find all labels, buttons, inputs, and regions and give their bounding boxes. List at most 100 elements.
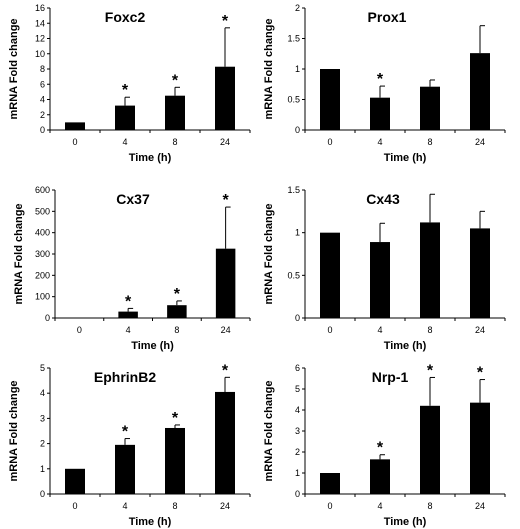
y-tick-label: 300: [35, 249, 50, 259]
bar: [65, 468, 85, 494]
significance-star: *: [122, 82, 129, 99]
x-tick-label: 24: [475, 137, 485, 147]
chart-title: Nrp-1: [372, 369, 409, 385]
y-tick-label: 1.5: [287, 185, 300, 195]
y-tick-label: 2: [295, 3, 300, 13]
x-tick-label: 8: [427, 137, 432, 147]
chart-panel-cx43: 0 0.5 1 1.5 0 4 8 24 Cx43 Time (h) mRNA Fold chang…: [263, 185, 506, 352]
significance-star: *: [122, 424, 129, 441]
y-axis-label: mRNA Fold change: [263, 203, 275, 304]
bar: [320, 232, 340, 318]
significance-star: *: [174, 286, 181, 303]
y-axis-label: mRNA Fold change: [8, 380, 20, 481]
x-axis-label: Time (h): [384, 340, 427, 352]
y-tick-label: 2: [40, 439, 45, 449]
y-tick-label: 200: [35, 270, 50, 280]
x-tick-label: 8: [174, 325, 179, 335]
y-tick-label: 0.5: [287, 95, 300, 105]
bar: [215, 391, 235, 494]
bar: [420, 405, 440, 494]
significance-star: *: [222, 13, 229, 30]
y-axis-label: mRNA Fold change: [13, 203, 25, 304]
bar: [165, 95, 185, 130]
x-axis-label: Time (h): [131, 340, 174, 352]
significance-star: *: [427, 362, 434, 379]
x-tick-label: 24: [475, 501, 485, 511]
bar: [118, 311, 138, 318]
x-tick-label: 4: [377, 325, 382, 335]
bar: [370, 97, 390, 130]
y-axis-label: mRNA Fold change: [8, 18, 20, 119]
bar: [65, 122, 85, 130]
significance-star: *: [477, 365, 484, 382]
y-tick-label: 500: [35, 206, 50, 216]
y-tick-label: 1: [295, 64, 300, 74]
y-tick-label: 1: [40, 464, 45, 474]
x-axis-label: Time (h): [129, 516, 172, 528]
x-tick-label: 24: [475, 325, 485, 335]
chart-panel-nrp-1: 0 1 2 3 4 5 6 0 * 4 * 8 * 24 Nrp-1 Time (h) mRNA Fold ch…: [263, 362, 506, 528]
bar: [115, 444, 135, 494]
y-tick-label: 0: [45, 313, 50, 323]
significance-star: *: [172, 72, 179, 89]
bar: [420, 222, 440, 318]
x-tick-label: 0: [327, 325, 332, 335]
significance-star: *: [125, 293, 132, 310]
y-tick-label: 14: [35, 18, 45, 28]
x-tick-label: 4: [122, 501, 127, 511]
y-tick-label: 0: [295, 313, 300, 323]
x-tick-label: 8: [172, 137, 177, 147]
y-tick-label: 4: [295, 405, 300, 415]
y-tick-label: 16: [35, 3, 45, 13]
y-tick-label: 8: [40, 64, 45, 74]
bar: [215, 248, 236, 318]
bar: [470, 53, 490, 130]
x-axis-label: Time (h): [384, 516, 427, 528]
x-tick-label: 0: [77, 325, 82, 335]
chart-title: Prox1: [368, 9, 407, 25]
x-tick-label: 4: [377, 501, 382, 511]
x-axis-label: Time (h): [129, 152, 172, 164]
y-tick-label: 5: [295, 384, 300, 394]
y-tick-label: 12: [35, 34, 45, 44]
y-tick-label: 6: [40, 79, 45, 89]
x-axis-label: Time (h): [384, 152, 427, 164]
bar: [167, 305, 187, 318]
x-tick-label: 0: [72, 501, 77, 511]
y-tick-label: 0: [40, 489, 45, 499]
chart-panel-prox1: 0 0.5 1 1.5 2 0 * 4 8 24 Prox1 Time (h) mRNA Fold ch…: [263, 3, 506, 164]
bar: [165, 427, 185, 494]
significance-star: *: [222, 362, 229, 379]
chart-panel-ephrinb2: 0 1 2 3 4 5 0 * 4 * 8 * 24 EphrinB2 Time (h) mRNA Fold …: [8, 362, 251, 528]
y-tick-label: 0: [295, 489, 300, 499]
bar: [370, 242, 390, 318]
x-tick-label: 8: [427, 501, 432, 511]
significance-star: *: [377, 71, 384, 88]
bar: [370, 459, 390, 494]
y-tick-label: 600: [35, 185, 50, 195]
chart-title: Cx43: [366, 191, 400, 207]
x-tick-label: 24: [220, 137, 230, 147]
chart-title: Cx37: [116, 191, 150, 207]
y-tick-label: 0.5: [287, 270, 300, 280]
y-tick-label: 2: [40, 110, 45, 120]
x-tick-label: 0: [72, 137, 77, 147]
y-tick-label: 4: [40, 95, 45, 105]
significance-star: *: [223, 192, 230, 209]
y-tick-label: 6: [295, 363, 300, 373]
x-tick-label: 4: [377, 137, 382, 147]
x-tick-label: 24: [221, 325, 231, 335]
x-tick-label: 4: [122, 137, 127, 147]
bar: [320, 473, 340, 494]
chart-panel-cx37: 0 100 200 300 400 500 600 0 * 4 * 8 * 24 Cx37 Time (h) m…: [13, 185, 251, 352]
y-tick-label: 5: [40, 363, 45, 373]
bar: [215, 66, 235, 130]
bar: [470, 402, 490, 494]
y-axis-label: mRNA Fold change: [263, 380, 275, 481]
y-tick-label: 0: [295, 125, 300, 135]
y-tick-label: 10: [35, 49, 45, 59]
bar: [320, 69, 340, 130]
significance-star: *: [377, 440, 384, 457]
